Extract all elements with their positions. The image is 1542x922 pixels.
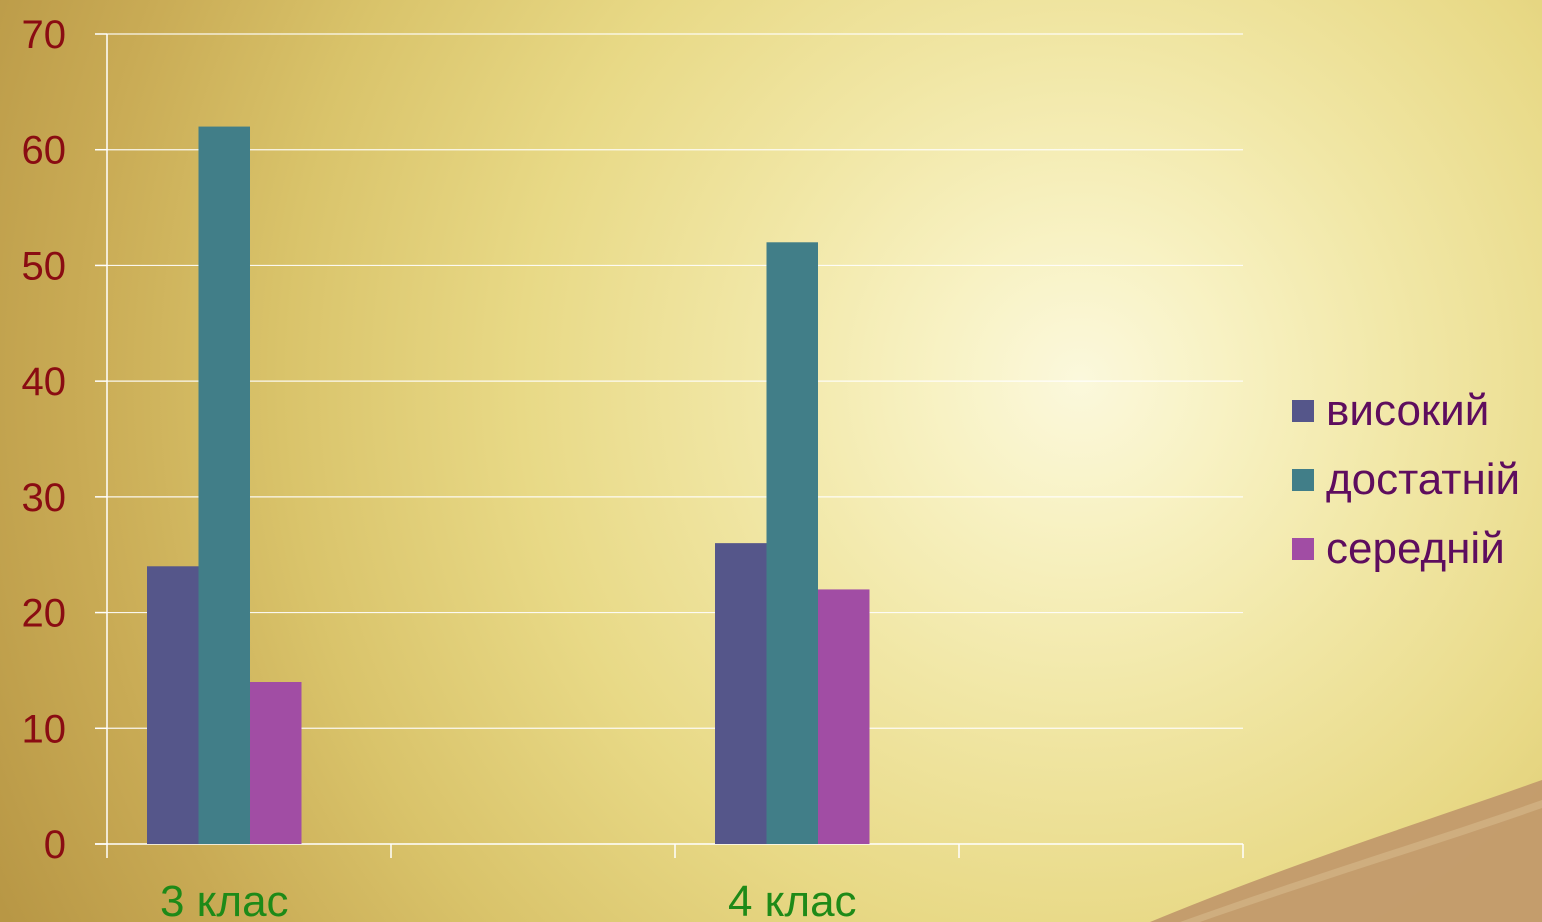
legend-item-series-1: високий [1292,376,1520,445]
y-tick-label: 50 [22,244,67,288]
y-tick-label: 40 [22,360,67,404]
bar [198,126,250,845]
y-axis-tick-labels: 0 10 20 30 40 50 60 70 [22,13,67,867]
y-tick-label: 30 [22,476,67,520]
legend-swatch [1292,468,1314,491]
legend-item-series-2: достатній [1292,445,1520,514]
x-tick-label: 4 клас [728,877,857,922]
legend-label: середній [1326,523,1505,573]
legend-item-series-3: середній [1292,514,1520,583]
bar [250,682,302,844]
x-axis-tick-labels: 3 клас 4 клас [160,877,857,922]
gridlines [107,33,1243,729]
bar [147,566,199,844]
y-tick-label: 0 [44,823,66,867]
legend-label: високий [1326,385,1490,435]
y-tick-label: 70 [22,13,67,57]
legend-label: достатній [1326,454,1521,504]
y-tick-label: 10 [22,707,67,751]
y-tick-label: 20 [22,592,67,636]
bar [818,589,870,844]
legend: високий достатній середній [1292,376,1520,583]
legend-swatch [1292,399,1314,422]
x-tick-label: 3 клас [160,877,289,922]
bars [147,126,870,845]
legend-swatch [1292,537,1314,560]
y-tick-label: 60 [22,129,67,173]
bar [715,543,767,844]
bar [766,242,818,845]
